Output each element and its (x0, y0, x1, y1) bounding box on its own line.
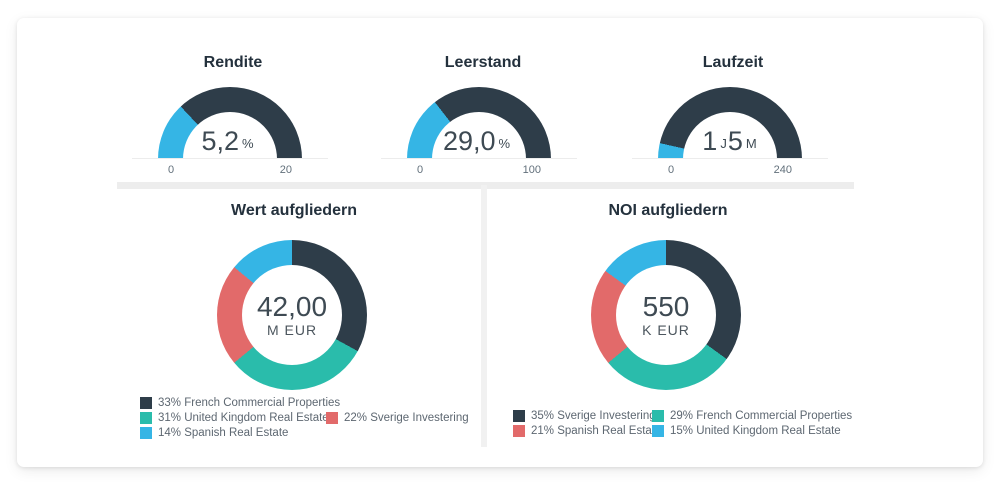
donut-title-noi: NOI aufgliedern (608, 202, 728, 219)
gauge-value-unit: J (720, 136, 727, 151)
legend-row: 35% Sverige Investering 29% French Commer… (513, 408, 852, 423)
legend-item[interactable]: 22% Sverige Investering (326, 411, 512, 424)
gauge-tick-max: 20 (279, 164, 292, 176)
donut-center-value: 42,00 (256, 291, 328, 323)
donut-chart-noi[interactable]: 550 K EUR (591, 240, 741, 390)
donut-title-wert: Wert aufgliedern (231, 202, 357, 219)
legend-swatch (140, 411, 152, 424)
legend-row: 14% Spanish Real Estate (140, 425, 512, 440)
donut-chart-wert[interactable]: 42,00 M EUR (217, 240, 367, 390)
gauge-value-main: 29,0 (442, 126, 496, 156)
legend-label: 35% Sverige Investering (531, 409, 656, 422)
legend-label: 15% United Kingdom Real Estate (670, 424, 841, 437)
gauge-tick-max: 100 (522, 164, 541, 176)
gauge-title-leerstand: Leerstand (444, 54, 522, 71)
legend-item[interactable]: 15% United Kingdom Real Estate (652, 424, 841, 437)
gauge-value: 29,0% (407, 126, 551, 157)
gauge-axis-line (381, 158, 577, 159)
dashboard-card: Rendite Leerstand Laufzeit 5,2% 0 20 29,… (17, 18, 983, 467)
gauge-chart-leerstand[interactable]: 29,0% (407, 87, 551, 159)
legend-swatch (513, 409, 525, 422)
donut-center-value: 550 (642, 291, 690, 323)
legend-swatch (326, 411, 338, 424)
legend-item[interactable]: 29% French Commercial Properties (652, 409, 852, 422)
legend-row: 31% United Kingdom Real Estate 22% Sverig… (140, 410, 512, 425)
gauge-title-rendite: Rendite (203, 54, 263, 71)
gauge-value-main: 5,2 (201, 126, 239, 156)
gauge-value-main: 1 (702, 126, 718, 156)
gauge-value-unit2: M (745, 136, 757, 151)
gauge-title-laufzeit: Laufzeit (702, 54, 764, 71)
gauge-tick-max: 240 (773, 164, 792, 176)
gauge-tick-min: 0 (417, 164, 424, 176)
legend-label: 33% French Commercial Properties (158, 396, 341, 409)
gauge-value-unit: % (498, 136, 511, 151)
legend-label: 21% Spanish Real Estate (531, 424, 662, 437)
gauge-ticks: 0 100 (417, 164, 541, 176)
legend-swatch (140, 426, 152, 439)
legend-row: 21% Spanish Real Estate 15% United Kingdo… (513, 423, 841, 438)
legend-item[interactable]: 14% Spanish Real Estate (140, 426, 326, 439)
vertical-divider (481, 185, 487, 447)
legend-item[interactable]: 31% United Kingdom Real Estate (140, 411, 329, 424)
legend-item[interactable]: 33% French Commercial Properties (140, 396, 340, 409)
gauge-value: 5,2% (158, 126, 302, 157)
donut-center-unit: K EUR (642, 321, 690, 338)
gauge-ticks: 0 240 (668, 164, 792, 176)
gauge-axis-line (632, 158, 828, 159)
legend-item[interactable]: 35% Sverige Investering (513, 409, 656, 422)
donut-hole: 550 K EUR (616, 265, 716, 365)
gauge-tick-min: 0 (668, 164, 675, 176)
legend-row: 33% French Commercial Properties (140, 395, 512, 410)
gauge-chart-laufzeit[interactable]: 1 J5 M (658, 87, 802, 159)
legend-swatch (652, 424, 664, 437)
legend-item[interactable]: 21% Spanish Real Estate (513, 424, 661, 437)
legend-label: 29% French Commercial Properties (670, 409, 853, 422)
donut-center-unit: M EUR (266, 321, 318, 338)
gauge-value-unit: % (241, 136, 254, 151)
gauge-value-main2: 5 (727, 126, 743, 156)
gauge-chart-rendite[interactable]: 5,2% (158, 87, 302, 159)
legend-swatch (513, 424, 525, 437)
gauge-axis-line (132, 158, 328, 159)
legend-swatch (652, 409, 664, 422)
gauge-value: 1 J5 M (658, 126, 802, 157)
donut-hole: 42,00 M EUR (242, 265, 342, 365)
donut-legend-wert: 33% French Commercial Properties 31% Unit… (140, 395, 512, 440)
gauge-tick-min: 0 (168, 164, 175, 176)
legend-label: 31% United Kingdom Real Estate (158, 411, 329, 424)
legend-label: 22% Sverige Investering (344, 411, 469, 424)
legend-label: 14% Spanish Real Estate (158, 426, 289, 439)
legend-swatch (140, 396, 152, 409)
donut-legend-noi: 35% Sverige Investering 29% French Commer… (513, 408, 852, 438)
gauge-ticks: 0 20 (168, 164, 292, 176)
